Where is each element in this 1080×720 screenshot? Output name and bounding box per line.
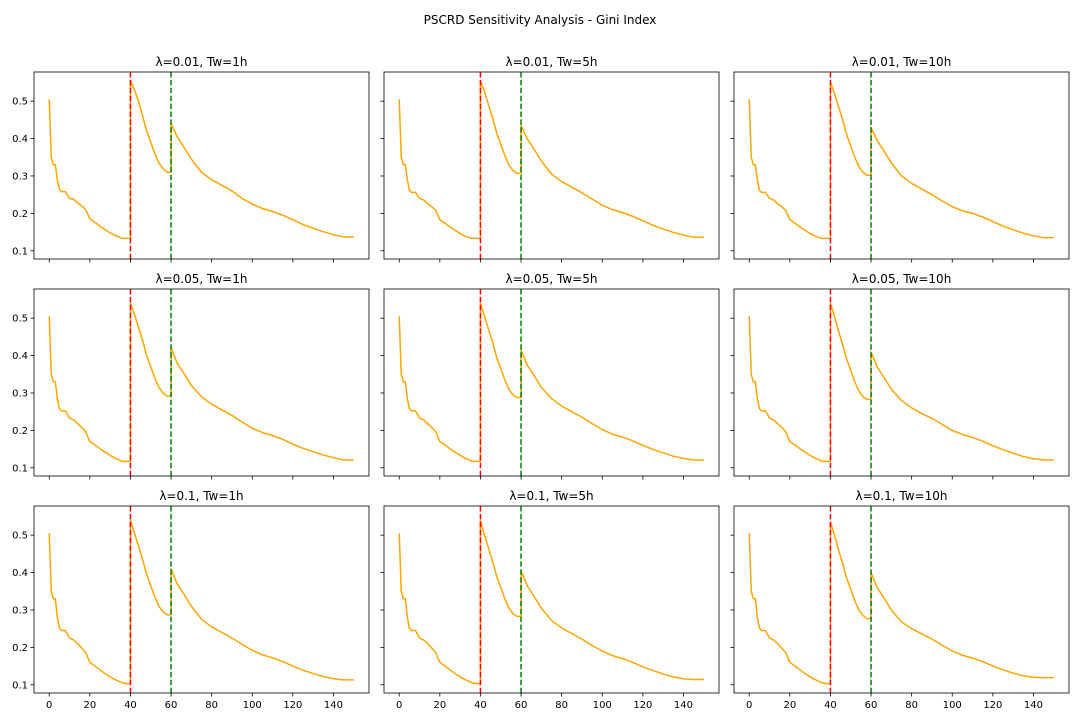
x-tick-label: 100 — [943, 700, 962, 711]
subplot-3-2: λ=0.1, Tw=5h 0 20 40 60 80 100 120 140 — [380, 489, 720, 711]
gini-line — [398, 302, 704, 463]
subplot-title: λ=0.1, Tw=1h — [159, 489, 243, 503]
subplot-3-3: λ=0.1, Tw=10h 0 20 40 60 80 100 120 140 — [730, 489, 1070, 711]
y-tick-label: 0.2 — [12, 426, 28, 437]
y-tick-label: 0.1 — [12, 463, 28, 474]
x-tick-label: 140 — [324, 700, 343, 711]
subplot-title: λ=0.05, Tw=10h — [852, 272, 952, 286]
gini-line — [48, 519, 354, 685]
subplot-title: λ=0.1, Tw=10h — [856, 489, 948, 503]
gini-line — [398, 79, 704, 240]
subplot-1-1: λ=0.01, Tw=1h 0.1 0.2 0.3 0.4 0.5 — [12, 55, 370, 263]
axes-frame — [383, 288, 720, 477]
subplot-title: λ=0.01, Tw=5h — [506, 55, 598, 69]
subplot-2-1: λ=0.05, Tw=1h 0.1 0.2 0.3 0.4 0.5 — [12, 272, 370, 480]
y-tick-label: 0.3 — [12, 605, 28, 616]
x-tick-label: 120 — [633, 700, 652, 711]
x-tick-label: 0 — [746, 700, 752, 711]
x-tick-label: 0 — [46, 700, 52, 711]
subplot-3-1: λ=0.1, Tw=1h 0 20 40 60 80 100 120 140 0.1 0.2 0.3 0… — [12, 489, 370, 711]
x-tick-label: 100 — [243, 700, 262, 711]
y-tick-label: 0.2 — [12, 643, 28, 654]
x-tick-label: 60 — [165, 700, 178, 711]
y-tick-label: 0.4 — [12, 351, 28, 362]
y-tick-label: 0.5 — [12, 531, 28, 542]
gini-line — [748, 302, 1054, 463]
y-tick-label: 0.1 — [12, 680, 28, 691]
gini-line — [48, 302, 354, 463]
gini-line — [748, 521, 1054, 685]
y-tick-label: 0.5 — [12, 97, 28, 108]
gini-line — [748, 81, 1054, 240]
gini-line — [398, 519, 704, 685]
y-tick-label: 0.3 — [12, 388, 28, 399]
subplot-2-2: λ=0.05, Tw=5h — [380, 272, 720, 480]
subplot-title: λ=0.1, Tw=5h — [509, 489, 593, 503]
axes-frame — [33, 71, 370, 260]
y-tick-label: 0.1 — [12, 246, 28, 257]
x-tick-label: 60 — [865, 700, 878, 711]
subplot-2-3: λ=0.05, Tw=10h — [730, 272, 1070, 480]
subplot-grid: λ=0.01, Tw=1h 0.1 0.2 0.3 0.4 0.5 λ=0.01, Tw=5… — [12, 55, 1070, 711]
subplot-title: λ=0.01, Tw=10h — [852, 55, 952, 69]
subplot-1-2: λ=0.01, Tw=5h — [380, 55, 720, 263]
axes-frame — [733, 71, 1070, 260]
x-tick-label: 20 — [83, 700, 96, 711]
x-tick-label: 40 — [824, 700, 837, 711]
y-tick-label: 0.5 — [12, 314, 28, 325]
y-tick-label: 0.3 — [12, 171, 28, 182]
subplot-1-3: λ=0.01, Tw=10h — [730, 55, 1070, 263]
subplot-title: λ=0.01, Tw=1h — [156, 55, 248, 69]
x-tick-label: 40 — [474, 700, 487, 711]
x-tick-label: 80 — [555, 700, 568, 711]
axes-frame — [33, 288, 370, 477]
subplot-title: λ=0.05, Tw=5h — [506, 272, 598, 286]
axes-frame — [733, 505, 1070, 694]
y-tick-label: 0.2 — [12, 209, 28, 220]
x-tick-label: 120 — [983, 700, 1002, 711]
x-tick-label: 40 — [124, 700, 137, 711]
figure-suptitle: PSCRD Sensitivity Analysis - Gini Index — [424, 13, 657, 27]
axes-frame — [733, 288, 1070, 477]
x-tick-label: 20 — [783, 700, 796, 711]
x-tick-label: 20 — [433, 700, 446, 711]
axes-frame — [383, 505, 720, 694]
axes-frame — [33, 505, 370, 694]
x-tick-label: 140 — [1024, 700, 1043, 711]
subplot-title: λ=0.05, Tw=1h — [156, 272, 248, 286]
gini-line — [48, 79, 354, 240]
y-tick-label: 0.4 — [12, 568, 28, 579]
x-tick-label: 80 — [905, 700, 918, 711]
y-tick-label: 0.4 — [12, 134, 28, 145]
x-tick-label: 0 — [396, 700, 402, 711]
x-tick-label: 60 — [515, 700, 528, 711]
x-tick-label: 80 — [205, 700, 218, 711]
x-tick-label: 140 — [674, 700, 693, 711]
x-tick-label: 120 — [283, 700, 302, 711]
axes-frame — [383, 71, 720, 260]
x-tick-label: 100 — [593, 700, 612, 711]
